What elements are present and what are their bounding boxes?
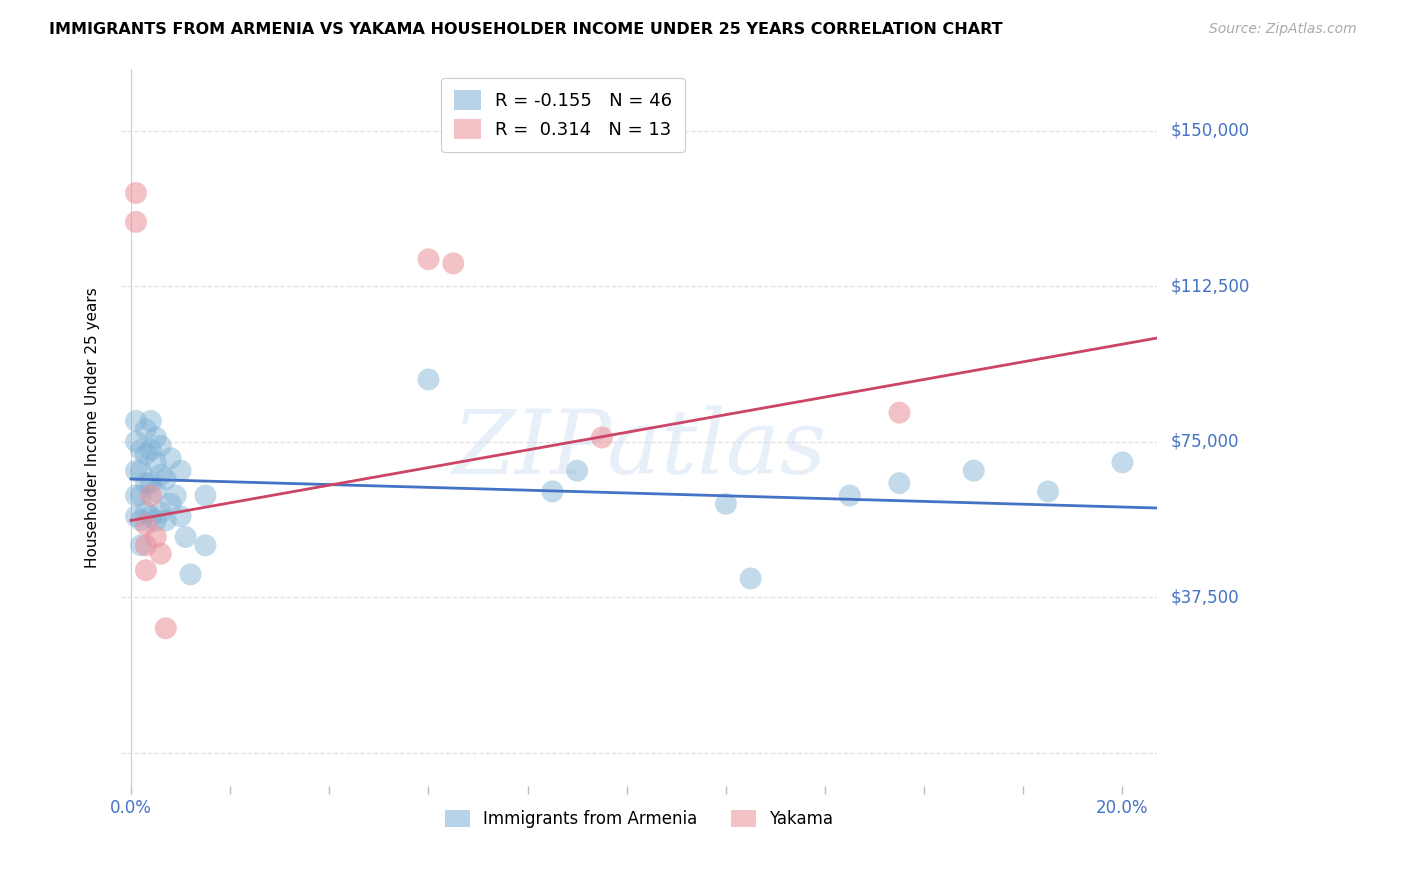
Point bbox=[889, 476, 911, 491]
Point bbox=[155, 513, 177, 527]
Point bbox=[135, 476, 157, 491]
Point bbox=[129, 464, 152, 478]
Point bbox=[139, 476, 162, 491]
Point bbox=[169, 464, 191, 478]
Point bbox=[139, 414, 162, 428]
Point bbox=[129, 538, 152, 552]
Point bbox=[740, 572, 762, 586]
Point bbox=[125, 489, 148, 503]
Point bbox=[155, 621, 177, 635]
Point bbox=[125, 186, 148, 200]
Point bbox=[180, 567, 202, 582]
Point bbox=[159, 497, 181, 511]
Point bbox=[418, 252, 440, 267]
Point bbox=[441, 256, 464, 270]
Point bbox=[567, 464, 589, 478]
Point bbox=[174, 530, 197, 544]
Text: $37,500: $37,500 bbox=[1171, 588, 1240, 607]
Point bbox=[194, 489, 217, 503]
Point bbox=[159, 451, 181, 466]
Point bbox=[125, 434, 148, 449]
Point bbox=[1036, 484, 1059, 499]
Point bbox=[145, 513, 167, 527]
Point bbox=[139, 442, 162, 457]
Point bbox=[135, 538, 157, 552]
Point bbox=[125, 464, 148, 478]
Point bbox=[145, 430, 167, 444]
Point bbox=[838, 489, 860, 503]
Point bbox=[145, 484, 167, 499]
Text: $75,000: $75,000 bbox=[1171, 433, 1240, 450]
Point bbox=[129, 442, 152, 457]
Text: $112,500: $112,500 bbox=[1171, 277, 1250, 295]
Point bbox=[135, 505, 157, 519]
Text: $150,000: $150,000 bbox=[1171, 121, 1250, 140]
Y-axis label: Householder Income Under 25 years: Householder Income Under 25 years bbox=[86, 287, 100, 567]
Point bbox=[155, 472, 177, 486]
Point bbox=[139, 509, 162, 524]
Text: Source: ZipAtlas.com: Source: ZipAtlas.com bbox=[1209, 22, 1357, 37]
Point bbox=[418, 372, 440, 386]
Point bbox=[149, 439, 172, 453]
Point bbox=[889, 406, 911, 420]
Point bbox=[169, 509, 191, 524]
Point bbox=[135, 447, 157, 461]
Point bbox=[135, 517, 157, 532]
Point bbox=[125, 414, 148, 428]
Point bbox=[135, 422, 157, 436]
Point bbox=[149, 505, 172, 519]
Point bbox=[591, 430, 613, 444]
Point bbox=[194, 538, 217, 552]
Point bbox=[135, 563, 157, 577]
Legend: Immigrants from Armenia, Yakama: Immigrants from Armenia, Yakama bbox=[439, 804, 839, 835]
Text: IMMIGRANTS FROM ARMENIA VS YAKAMA HOUSEHOLDER INCOME UNDER 25 YEARS CORRELATION : IMMIGRANTS FROM ARMENIA VS YAKAMA HOUSEH… bbox=[49, 22, 1002, 37]
Point bbox=[129, 513, 152, 527]
Point bbox=[145, 455, 167, 469]
Point bbox=[125, 509, 148, 524]
Point bbox=[129, 489, 152, 503]
Point bbox=[963, 464, 986, 478]
Text: ZIPatlas: ZIPatlas bbox=[453, 405, 827, 492]
Point bbox=[139, 489, 162, 503]
Point bbox=[125, 215, 148, 229]
Point bbox=[714, 497, 737, 511]
Point bbox=[149, 467, 172, 482]
Point bbox=[541, 484, 564, 499]
Point bbox=[1111, 455, 1133, 469]
Point bbox=[149, 547, 172, 561]
Point bbox=[145, 530, 167, 544]
Point bbox=[165, 489, 187, 503]
